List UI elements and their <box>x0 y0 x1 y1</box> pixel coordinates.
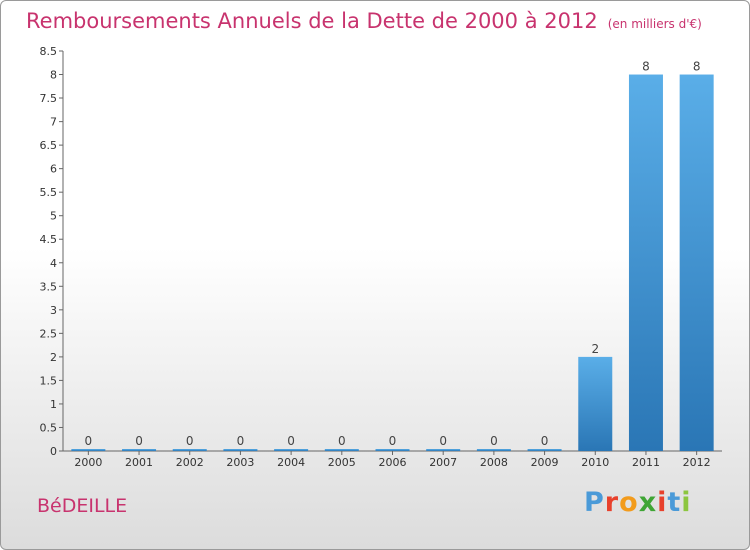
bar <box>122 449 157 451</box>
x-tick-label: 2004 <box>277 456 305 469</box>
chart-title: Remboursements Annuels de la Dette de 20… <box>26 9 702 33</box>
y-tick-label: 7.5 <box>40 92 58 105</box>
y-tick-label: 8.5 <box>40 45 58 58</box>
bar <box>476 449 511 451</box>
bar <box>578 356 613 451</box>
bar <box>172 449 207 451</box>
y-tick-label: 8 <box>50 69 57 82</box>
logo-letter: o <box>619 487 639 518</box>
bar <box>274 449 309 451</box>
y-tick-label: 6.5 <box>40 139 58 152</box>
y-tick-label: 2.5 <box>40 327 58 340</box>
x-tick-label: 2010 <box>581 456 609 469</box>
bar <box>71 449 106 451</box>
logo-letter: i <box>681 487 692 518</box>
y-tick-label: 1.5 <box>40 374 58 387</box>
proxiti-logo: Proxiti <box>584 487 692 518</box>
data-label: 0 <box>338 434 346 448</box>
y-tick-label: 4.5 <box>40 233 58 246</box>
x-tick-label: 2009 <box>531 456 559 469</box>
chart-axes: 0 0.5 1 1.5 2 2.5 3 3.5 4 4.5 5 5.5 6 6.5 7 7.5 8 8.5 <box>40 45 722 458</box>
bar <box>223 449 258 451</box>
x-tick-label: 2001 <box>125 456 153 469</box>
data-label: 2 <box>591 342 599 356</box>
logo-letter: r <box>604 487 620 518</box>
data-label: 8 <box>693 60 701 74</box>
bar <box>426 449 461 451</box>
y-tick-label: 0 <box>50 445 57 458</box>
chart-bars <box>71 74 714 451</box>
bar <box>375 449 410 451</box>
y-tick-label: 2 <box>50 351 57 364</box>
chart-labels: 2000 0 2001 0 2002 0 2003 0 2004 0 2005 0 2006 0 2007 0… <box>74 60 710 469</box>
x-tick-label: 2000 <box>74 456 102 469</box>
y-tick-label: 0.5 <box>40 421 58 434</box>
data-label: 0 <box>287 434 295 448</box>
data-label: 0 <box>389 434 397 448</box>
logo-letter: i <box>657 487 668 518</box>
chart-subtitle: (en milliers d'€) <box>607 17 702 31</box>
logo-letter: t <box>667 487 682 518</box>
bar <box>324 449 359 451</box>
bar <box>527 449 562 451</box>
data-label: 0 <box>237 434 245 448</box>
logo-letter: x <box>638 487 658 518</box>
x-tick-label: 2005 <box>328 456 356 469</box>
y-tick-label: 1 <box>50 398 57 411</box>
x-tick-label: 2008 <box>480 456 508 469</box>
y-tick-label: 3.5 <box>40 280 58 293</box>
x-tick-label: 2003 <box>226 456 254 469</box>
bar <box>679 74 714 451</box>
y-tick-label: 4 <box>50 257 57 270</box>
y-tick-label: 5.5 <box>40 186 58 199</box>
logo-letter: P <box>584 487 605 518</box>
data-label: 0 <box>186 434 194 448</box>
x-tick-label: 2007 <box>429 456 457 469</box>
x-tick-label: 2002 <box>176 456 204 469</box>
bar <box>628 74 663 451</box>
chart-title-text: Remboursements Annuels de la Dette de 20… <box>26 9 598 33</box>
x-tick-label: 2006 <box>379 456 407 469</box>
data-label: 0 <box>541 434 549 448</box>
x-tick-label: 2011 <box>632 456 660 469</box>
data-label: 8 <box>642 60 650 74</box>
data-label: 0 <box>490 434 498 448</box>
y-tick-label: 3 <box>50 304 57 317</box>
data-label: 0 <box>135 434 143 448</box>
data-label: 0 <box>85 434 93 448</box>
x-tick-label: 2012 <box>683 456 711 469</box>
y-tick-label: 5 <box>50 210 57 223</box>
y-tick-label: 7 <box>50 116 57 129</box>
commune-name: BéDEILLE <box>37 495 128 517</box>
data-label: 0 <box>439 434 447 448</box>
y-tick-label: 6 <box>50 163 57 176</box>
